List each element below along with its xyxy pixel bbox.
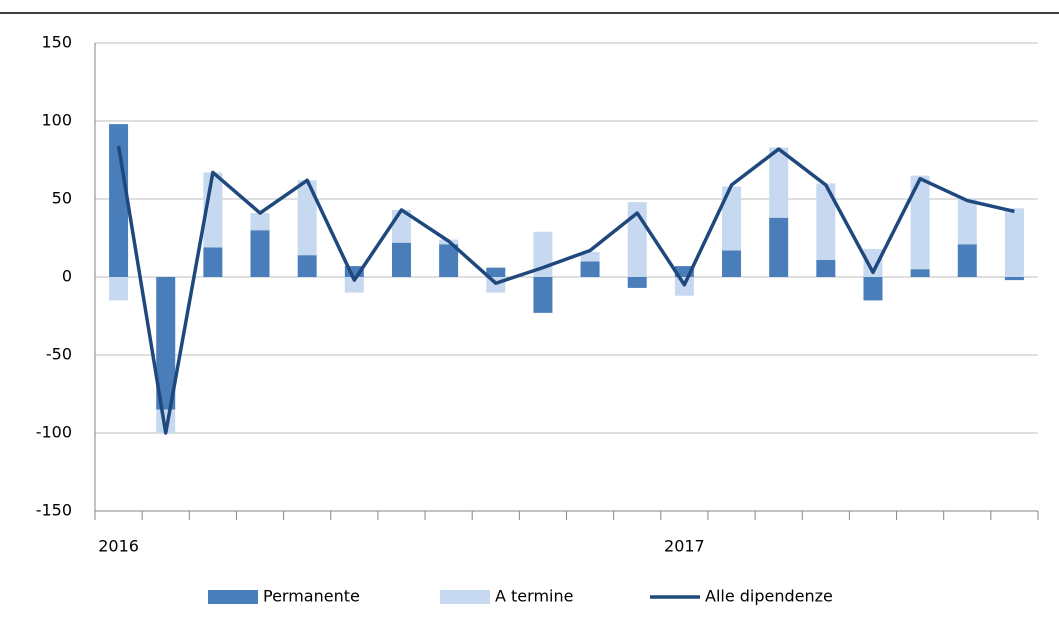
y-tick-label: -150 bbox=[36, 501, 72, 520]
bar bbox=[250, 213, 270, 231]
bar bbox=[769, 147, 789, 218]
line bbox=[116, 145, 1015, 435]
legend-swatch bbox=[208, 590, 258, 604]
bar bbox=[957, 244, 977, 277]
y-tick-label: 0 bbox=[62, 267, 72, 286]
bar bbox=[439, 244, 459, 277]
bar bbox=[391, 242, 411, 277]
bar bbox=[863, 277, 883, 301]
x-tick-label: 2016 bbox=[98, 537, 139, 556]
bar bbox=[297, 255, 317, 277]
bar bbox=[722, 186, 742, 251]
bar bbox=[674, 266, 694, 277]
bar bbox=[486, 267, 506, 277]
bar bbox=[250, 230, 270, 277]
legend-label: A termine bbox=[495, 587, 573, 606]
bar bbox=[109, 124, 129, 278]
bar bbox=[722, 250, 742, 277]
legend-label: Alle dipendenze bbox=[705, 587, 833, 606]
y-tick-label: -50 bbox=[46, 345, 72, 364]
bar bbox=[863, 248, 883, 277]
bar bbox=[769, 217, 789, 277]
y-tick-label: 50 bbox=[52, 189, 72, 208]
bar bbox=[533, 277, 553, 313]
bar bbox=[1004, 277, 1024, 281]
bar bbox=[580, 252, 600, 262]
legend-swatch bbox=[440, 590, 490, 604]
y-tick-label: 100 bbox=[41, 111, 72, 130]
bar bbox=[297, 180, 317, 256]
bar bbox=[910, 175, 930, 270]
y-tick-label: -100 bbox=[36, 423, 72, 442]
bar bbox=[203, 247, 223, 277]
y-tick-label: 150 bbox=[41, 33, 72, 52]
bar bbox=[910, 269, 930, 277]
bar bbox=[957, 199, 977, 245]
bar bbox=[627, 277, 647, 288]
bar bbox=[580, 261, 600, 277]
bar bbox=[344, 277, 364, 293]
bar bbox=[156, 277, 176, 410]
bar bbox=[816, 259, 836, 277]
bar bbox=[109, 277, 129, 301]
bar bbox=[816, 183, 836, 260]
legend-label: Permanente bbox=[263, 587, 360, 606]
bar bbox=[344, 266, 364, 277]
bar bbox=[1004, 208, 1024, 277]
x-tick-label: 2017 bbox=[664, 537, 705, 556]
